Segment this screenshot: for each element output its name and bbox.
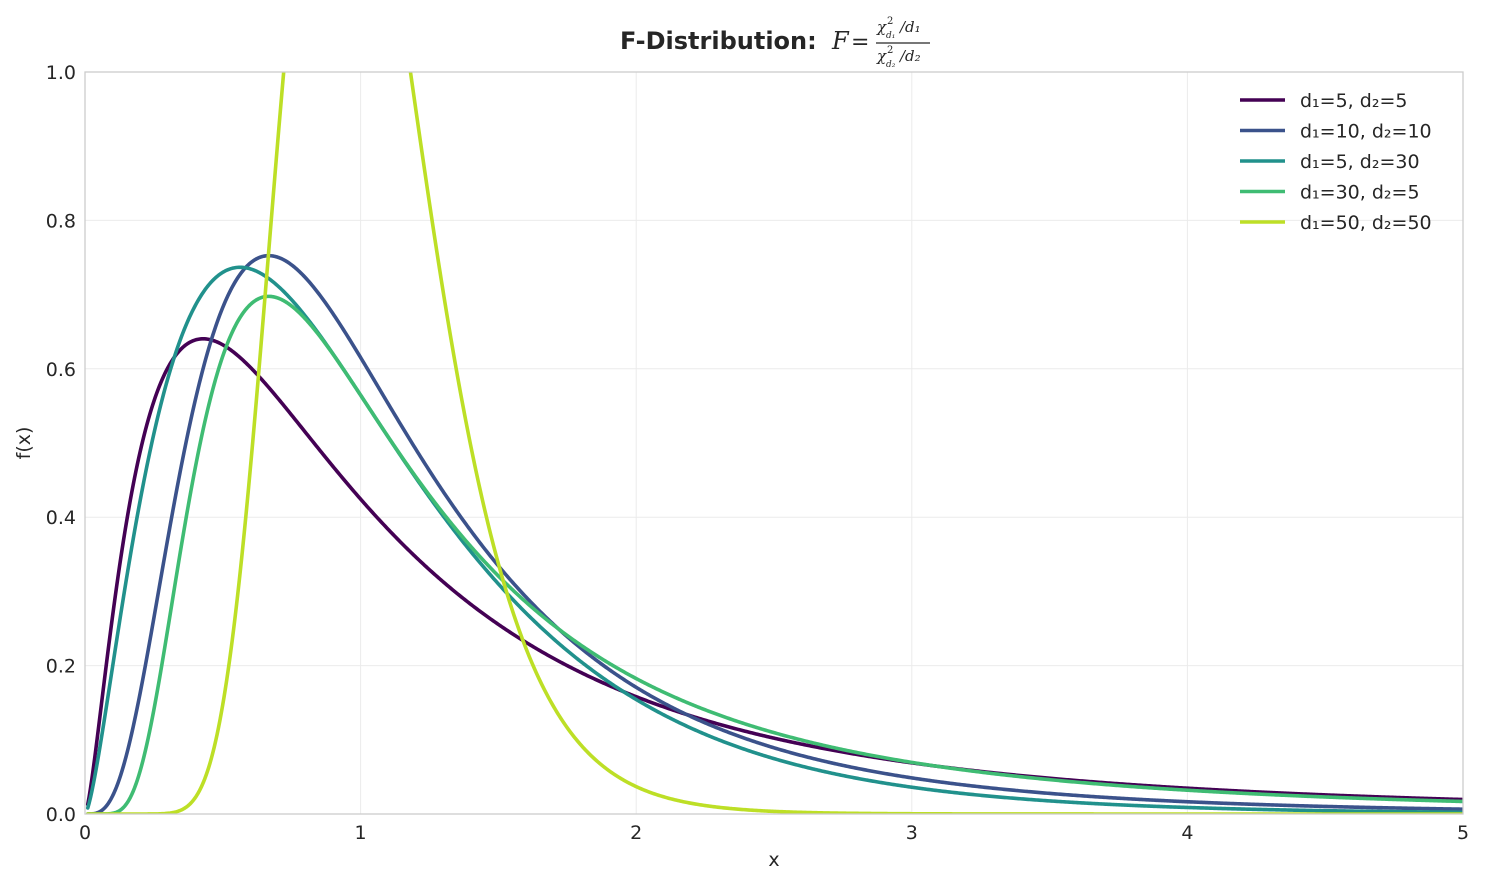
x-axis-label: x (768, 849, 779, 871)
legend-label-2: d₁=5, d₂=30 (1300, 151, 1420, 173)
chart-title: F-Distribution: F = χ 2 d₁ /d₁ χ 2 d₂ /d… (620, 16, 930, 70)
legend: d₁=5, d₂=5 d₁=10, d₂=10 d₁=5, d₂=30 d₁=30, … (1240, 90, 1432, 234)
legend-label-4: d₁=50, d₂=50 (1300, 212, 1432, 234)
series-line-2 (85, 265, 1463, 814)
legend-label-0: d₁=5, d₂=5 (1300, 90, 1407, 112)
legend-label-1: d₁=10, d₂=10 (1300, 121, 1432, 143)
y-tick-label: 0.0 (46, 804, 76, 826)
title-formula-num-tail: /d₁ (898, 18, 921, 36)
y-tick-label: 0.4 (46, 507, 76, 529)
chart-title-prefix: F-Distribution: (620, 27, 817, 55)
title-formula-den-chi: χ (876, 47, 887, 65)
title-formula-den-tail: /d₂ (898, 47, 921, 65)
title-formula-num-chi: χ (876, 18, 887, 36)
plot-frame (84, 71, 1464, 815)
x-tick-label: 3 (906, 822, 918, 844)
title-formula-den-sub: d₂ (886, 60, 896, 70)
legend-label-3: d₁=30, d₂=5 (1300, 182, 1420, 204)
title-formula-den-sup: 2 (887, 45, 893, 56)
y-axis-ticks: 0.0 0.2 0.4 0.6 0.8 1.0 (46, 62, 76, 826)
series-line-1 (85, 253, 1463, 814)
series-lines (85, 72, 1463, 814)
y-axis-label: f(x) (13, 427, 35, 460)
y-tick-label: 1.0 (46, 62, 76, 84)
title-formula-equals: = (851, 30, 869, 55)
y-tick-label: 0.2 (46, 656, 76, 678)
x-axis-ticks: 0 1 2 3 4 5 (79, 822, 1469, 844)
y-tick-label: 0.8 (46, 210, 76, 232)
series-line-3 (85, 294, 1463, 814)
y-tick-label: 0.6 (46, 359, 76, 381)
x-tick-label: 0 (79, 822, 91, 844)
x-tick-label: 1 (355, 822, 367, 844)
x-tick-label: 5 (1457, 822, 1469, 844)
series-line-0 (85, 337, 1463, 807)
title-formula-num-sup: 2 (887, 16, 893, 27)
title-formula-lhs: F (831, 27, 850, 55)
title-formula-num-sub: d₁ (886, 31, 895, 41)
series-line-4 (85, 72, 1463, 814)
grid (84, 71, 1464, 815)
x-tick-label: 2 (630, 822, 642, 844)
x-tick-label: 4 (1181, 822, 1193, 844)
